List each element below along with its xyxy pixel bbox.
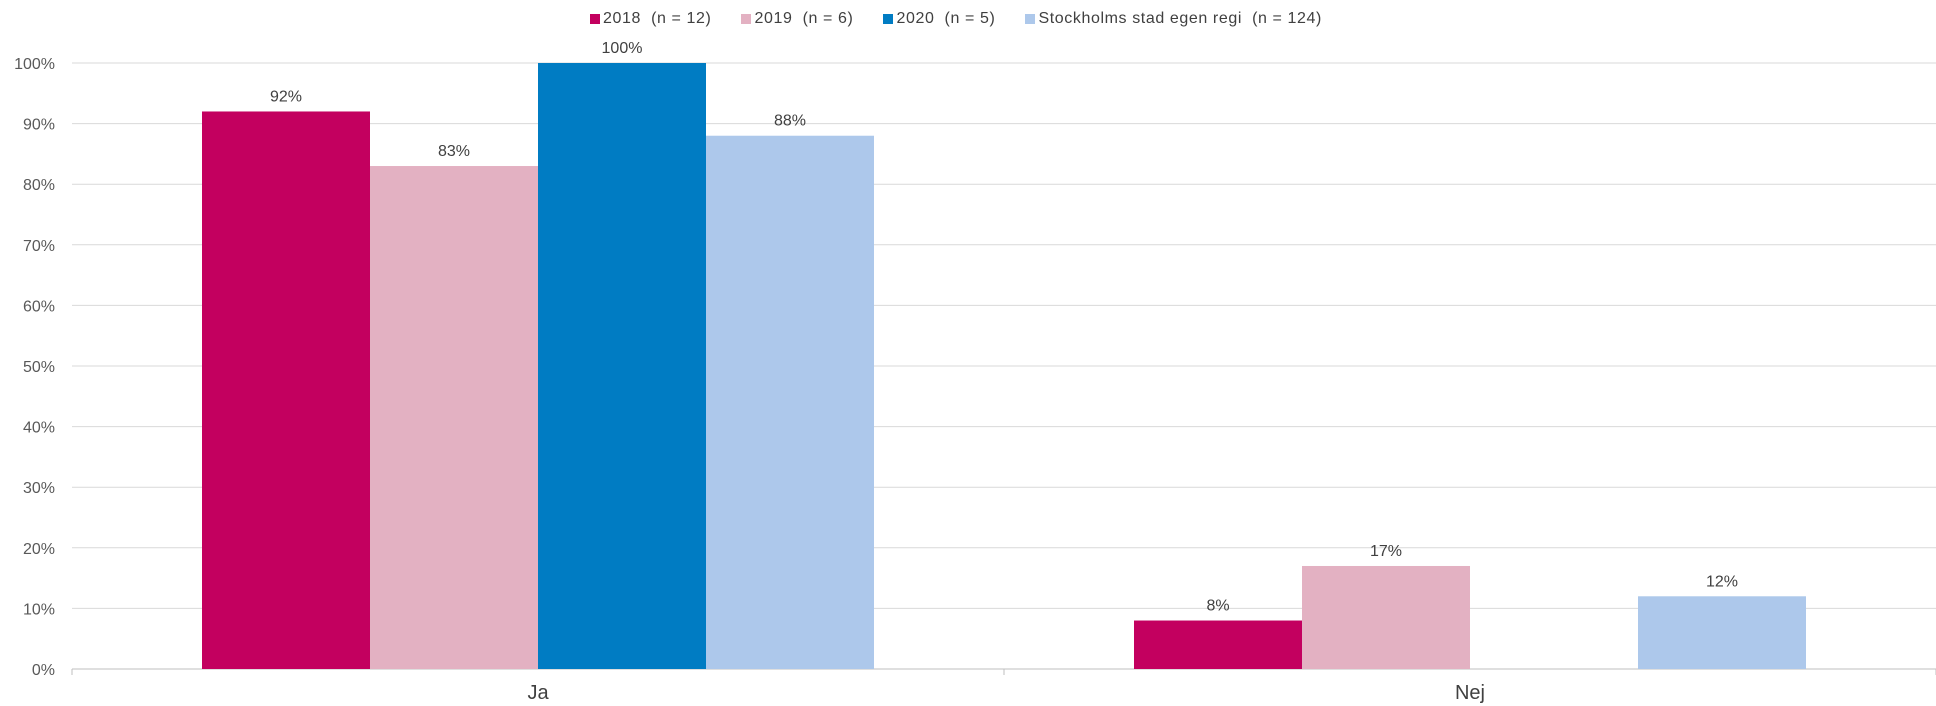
- y-tick-label: 0%: [32, 662, 55, 679]
- x-category-label: Ja: [527, 682, 549, 704]
- y-tick-label: 100%: [14, 56, 55, 73]
- data-label: 100%: [602, 40, 643, 57]
- data-label: 88%: [774, 113, 806, 130]
- legend-label: 2018 (n = 12): [603, 10, 712, 27]
- legend-item: 2018 (n = 12): [590, 10, 711, 28]
- bar[interactable]: [706, 135, 874, 670]
- y-tick-label: 70%: [23, 238, 55, 255]
- bar[interactable]: [370, 166, 538, 669]
- x-category-label: Nej: [1455, 682, 1485, 704]
- y-tick-label: 30%: [23, 480, 55, 497]
- legend-label: Stockholms stad egen regi (n = 124): [1038, 10, 1322, 27]
- legend-item: Stockholms stad egen regi (n = 124): [1025, 10, 1322, 28]
- legend-swatch: [883, 14, 894, 24]
- data-label: 8%: [1206, 598, 1229, 615]
- legend-swatch: [590, 14, 600, 24]
- y-tick-label: 60%: [23, 298, 55, 315]
- legend-swatch: [741, 14, 752, 24]
- bar[interactable]: [1638, 596, 1806, 669]
- bar[interactable]: [1302, 565, 1470, 669]
- bar[interactable]: [202, 111, 370, 670]
- y-tick-label: 20%: [23, 541, 55, 558]
- bar[interactable]: [538, 63, 706, 669]
- bar[interactable]: [1134, 620, 1302, 669]
- legend-item: 2019 (n = 6): [741, 10, 853, 28]
- y-tick-label: 40%: [23, 420, 55, 437]
- chart-legend: 2018 (n = 12) 2019 (n = 6) 2020 (n = 5) Sto…: [590, 10, 1352, 28]
- data-label: 17%: [1370, 543, 1402, 560]
- y-tick-label: 90%: [23, 117, 55, 134]
- data-label: 12%: [1706, 573, 1738, 590]
- legend-swatch: [1025, 14, 1036, 24]
- data-label: 83%: [438, 143, 470, 160]
- legend-item: 2020 (n = 5): [883, 10, 995, 28]
- data-label: 92%: [270, 88, 302, 105]
- y-tick-label: 50%: [23, 359, 55, 376]
- legend-label: 2020 (n = 5): [896, 10, 996, 27]
- legend-label: 2019 (n = 6): [754, 10, 854, 27]
- y-tick-label: 10%: [23, 601, 55, 618]
- y-tick-label: 80%: [23, 177, 55, 194]
